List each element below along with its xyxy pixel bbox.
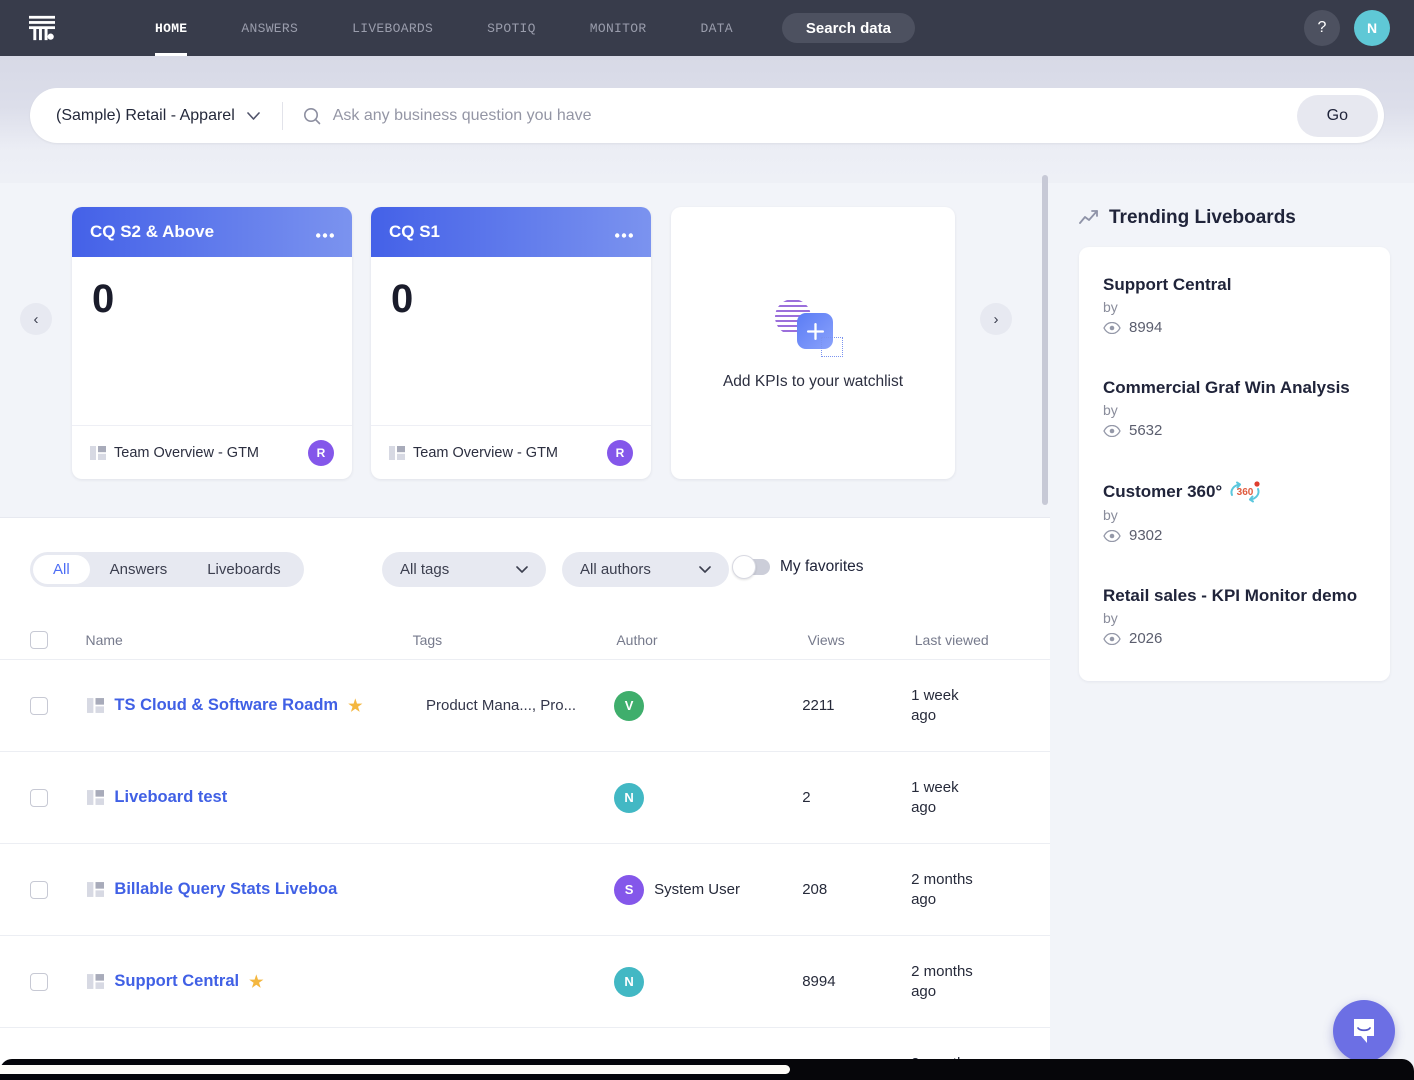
- svg-text:360: 360: [1237, 487, 1254, 498]
